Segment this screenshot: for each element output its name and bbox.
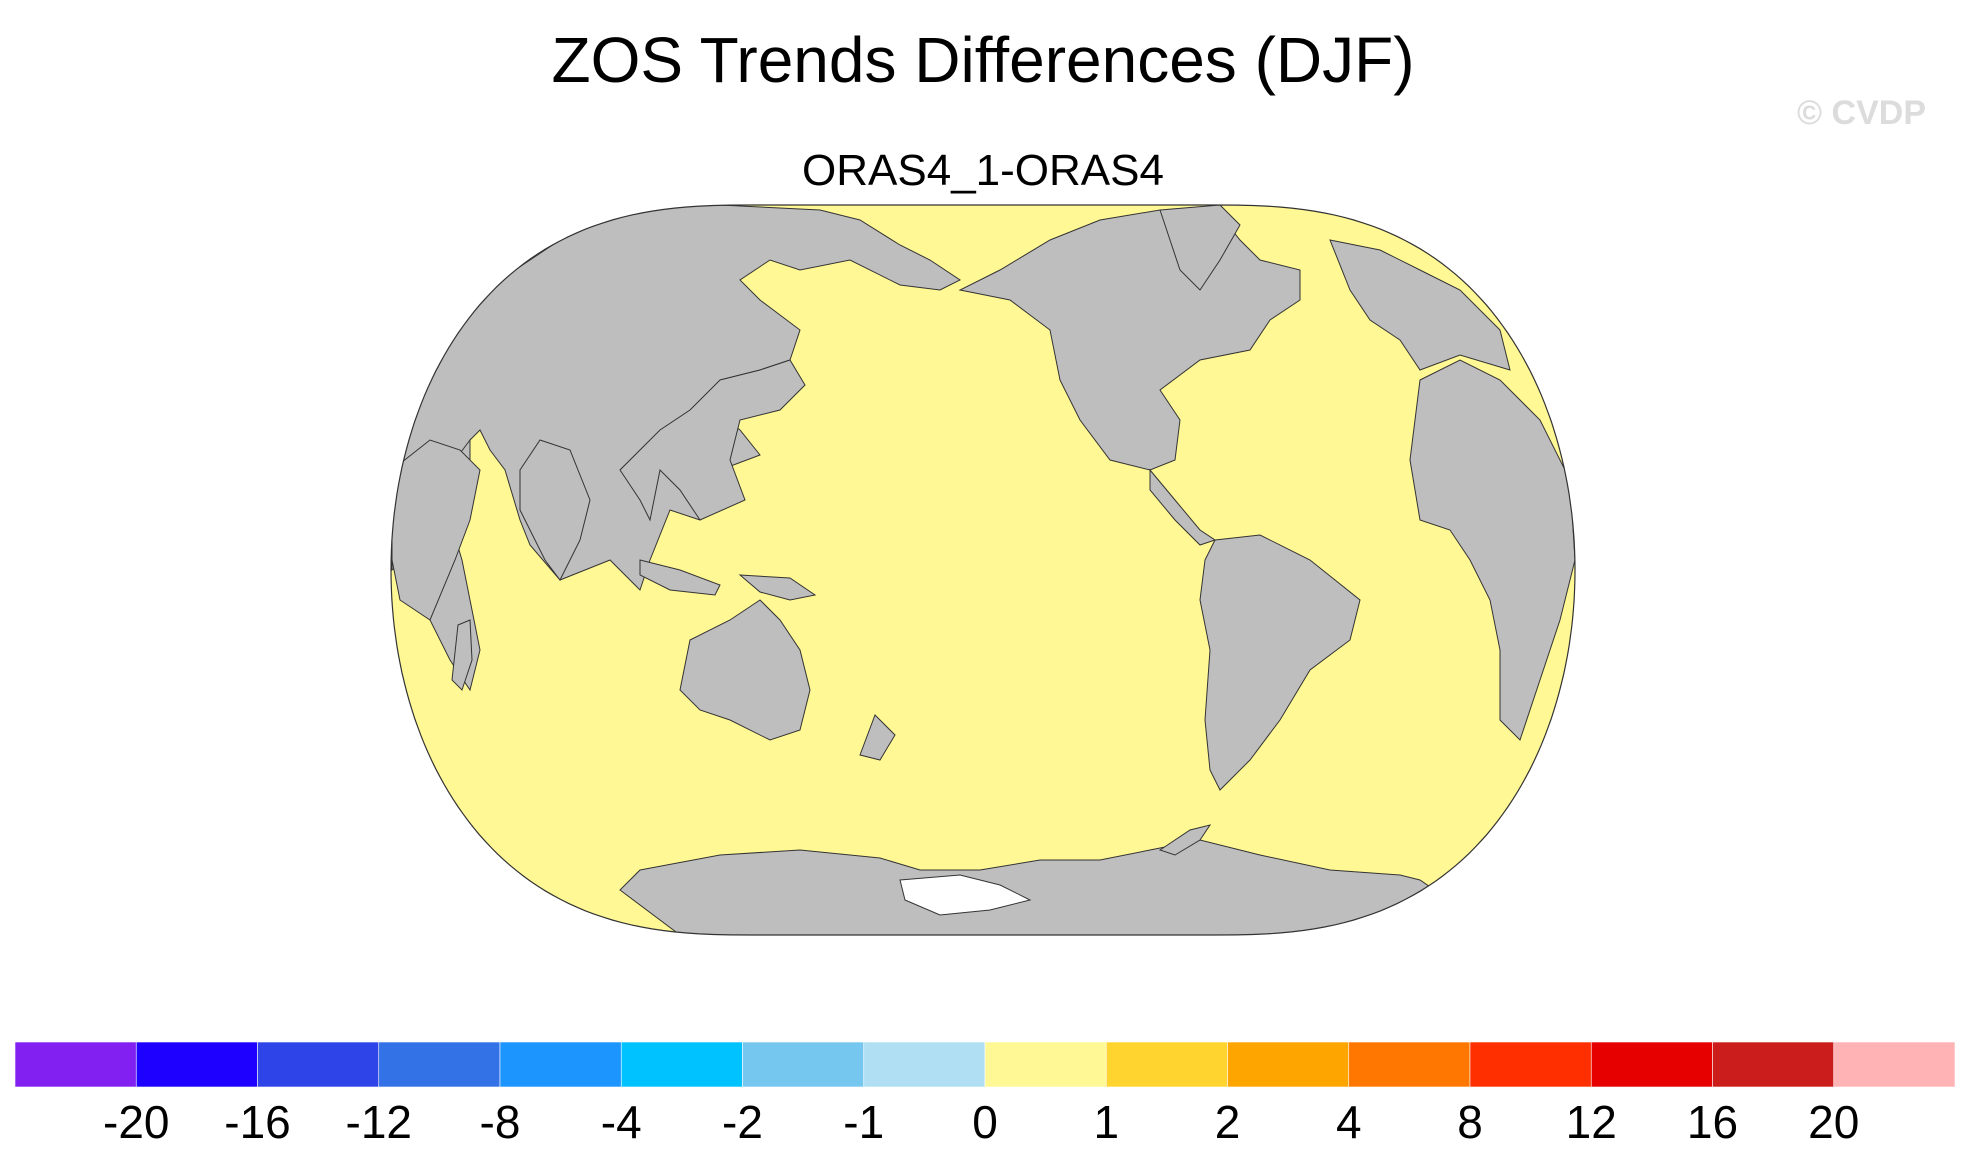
colorbar-tick-label: 2: [1215, 1096, 1241, 1148]
land-africa-europe-right: [1409, 359, 1575, 741]
colorbar-box: [135, 1041, 258, 1088]
colorbar-box: [1105, 1041, 1228, 1088]
colorbar-tick-label: -12: [346, 1096, 412, 1148]
colorbar-box: [257, 1041, 380, 1088]
land-east-asia: [619, 359, 806, 522]
colorbar-box: [1590, 1041, 1713, 1088]
land-north-america: [958, 209, 1301, 471]
colorbar-tick-label: 8: [1457, 1096, 1483, 1148]
land-greenland: [1159, 205, 1241, 291]
land-europe: [1329, 239, 1511, 371]
colorbar-boxes: [14, 1041, 1956, 1088]
colorbar-labels: -20 -16 -12 -8 -4 -2 -1 0 1 2 4 8 12 16 20: [103, 1096, 1859, 1148]
colorbar-box: [984, 1041, 1107, 1088]
land-central-america: [1149, 468, 1217, 546]
land-south-america: [1199, 534, 1361, 791]
colorbar-tick-label: -16: [224, 1096, 290, 1148]
colorbar-tick-label: 1: [1093, 1096, 1119, 1148]
colorbar-box: [1348, 1041, 1471, 1088]
colorbar-tick-label: 12: [1566, 1096, 1617, 1148]
land-africa-east-coast: [391, 439, 481, 621]
land-madagascar: [451, 619, 473, 691]
antarctic-ice-shelf: [899, 874, 1032, 916]
colorbar-box: [1227, 1041, 1350, 1088]
land-australia: [679, 599, 811, 741]
globe-outline: [390, 204, 1576, 936]
land-antarctic-peninsula: [1158, 824, 1212, 856]
colorbar-tick-label: -8: [480, 1096, 521, 1148]
colorbar-tick-label: 16: [1687, 1096, 1738, 1148]
land-new-guinea: [738, 574, 817, 601]
colorbar-tick-label: -2: [722, 1096, 763, 1148]
land-new-zealand: [859, 714, 896, 761]
map-subtitle: ORAS4_1-ORAS4: [802, 146, 1164, 195]
colorbar-box: [378, 1041, 501, 1088]
land-india: [519, 439, 591, 581]
colorbar-box: [863, 1041, 986, 1088]
land-indonesia: [639, 559, 721, 596]
colorbar-tick-label: -4: [601, 1096, 642, 1148]
cvdp-watermark: © CVDP: [1797, 94, 1926, 132]
colorbar-tick-label: -20: [103, 1096, 169, 1148]
colorbar-tick-label: 4: [1336, 1096, 1362, 1148]
colorbar-box: [499, 1041, 622, 1088]
colorbar-box: [620, 1041, 743, 1088]
colorbar-tick-label: 0: [972, 1096, 998, 1148]
colorbar-box: [742, 1041, 865, 1088]
colorbar-box: [1833, 1041, 1956, 1088]
colorbar-tick-label: 20: [1808, 1096, 1859, 1148]
map-title: ZOS Trends Differences (DJF): [551, 24, 1415, 96]
colorbar-box: [1469, 1041, 1592, 1088]
land-masses: [391, 205, 1575, 935]
colorbar-tick-label: -1: [843, 1096, 884, 1148]
colorbar-box: [1712, 1041, 1835, 1088]
colorbar-box: [14, 1041, 137, 1088]
